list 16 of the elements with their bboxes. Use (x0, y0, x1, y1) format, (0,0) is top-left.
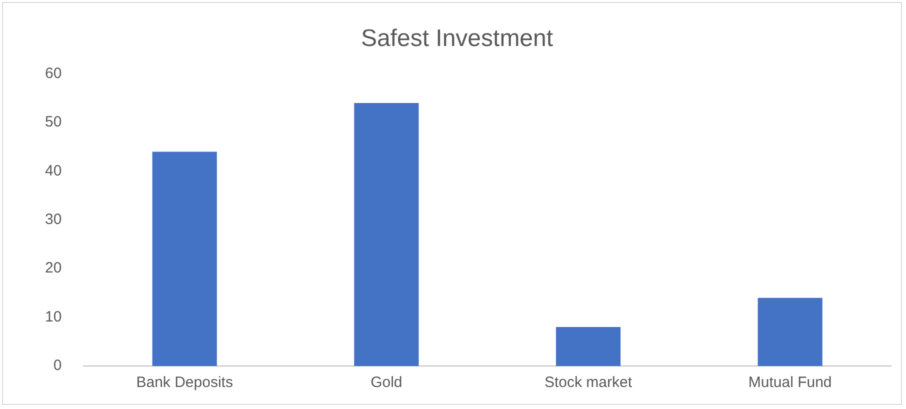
x-tick-label: Mutual Fund (748, 374, 832, 392)
y-tick-label: 30 (44, 211, 62, 228)
x-tick-label: Gold (370, 374, 402, 392)
y-tick-label: 0 (53, 357, 62, 374)
y-tick-label: 50 (44, 114, 62, 131)
bar (556, 327, 621, 366)
y-tick-label: 40 (44, 162, 62, 180)
chart-title: Safest Investment (360, 25, 554, 52)
x-tick-label: Stock market (544, 374, 633, 392)
y-tick-label: 20 (44, 260, 62, 277)
x-tick-label: Bank Deposits (136, 374, 233, 392)
bar (152, 152, 217, 366)
y-tick-label: 60 (44, 64, 62, 82)
bar (758, 298, 822, 366)
bar (354, 103, 419, 366)
y-tick-label: 10 (44, 308, 62, 326)
